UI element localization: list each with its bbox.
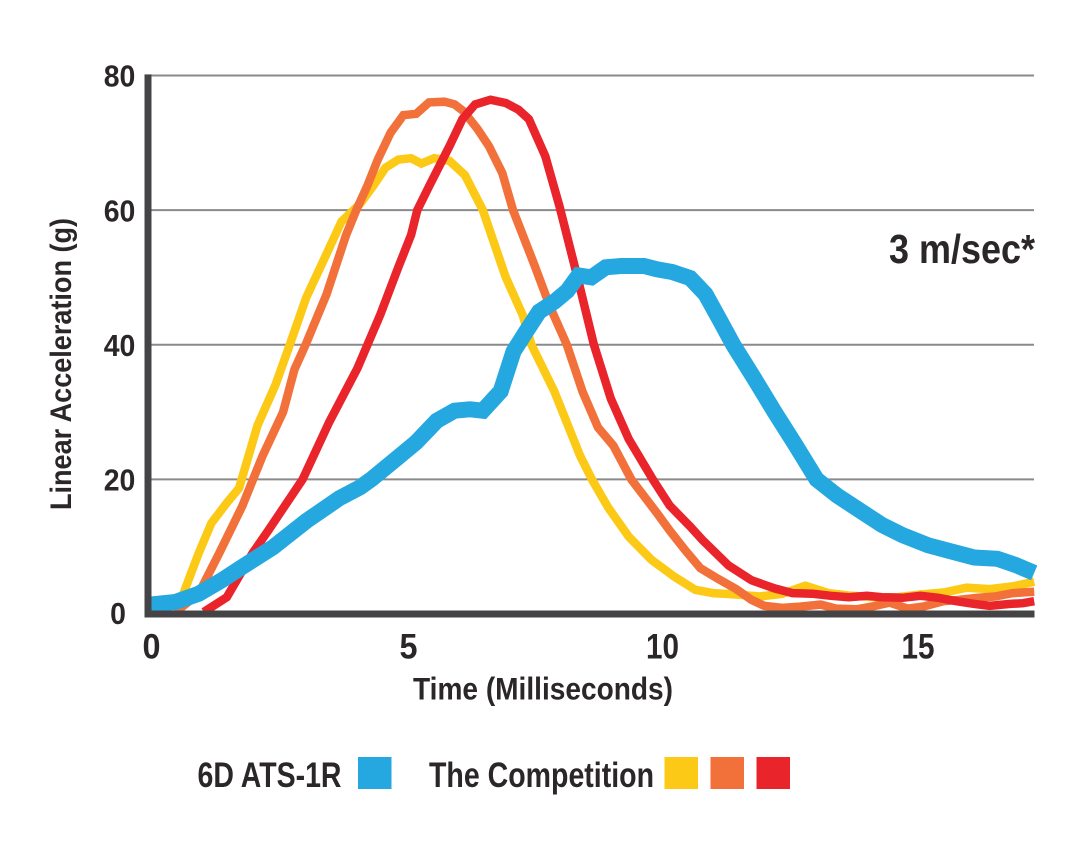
svg-text:10: 10 <box>646 628 679 667</box>
svg-text:80: 80 <box>104 59 136 94</box>
svg-text:3 m/sec*: 3 m/sec* <box>889 226 1035 272</box>
svg-text:40: 40 <box>104 328 136 363</box>
svg-text:60: 60 <box>104 193 136 228</box>
svg-text:15: 15 <box>902 628 935 667</box>
svg-text:20: 20 <box>104 463 136 498</box>
svg-text:The Competition: The Competition <box>429 756 654 795</box>
svg-text:0: 0 <box>110 596 126 631</box>
svg-text:0: 0 <box>143 628 161 667</box>
svg-text:Time (Milliseconds): Time (Milliseconds) <box>413 670 673 706</box>
svg-text:5: 5 <box>400 628 418 667</box>
svg-text:6D ATS-1R: 6D ATS-1R <box>198 756 342 795</box>
svg-text:Linear Acceleration (g): Linear Acceleration (g) <box>45 218 78 510</box>
